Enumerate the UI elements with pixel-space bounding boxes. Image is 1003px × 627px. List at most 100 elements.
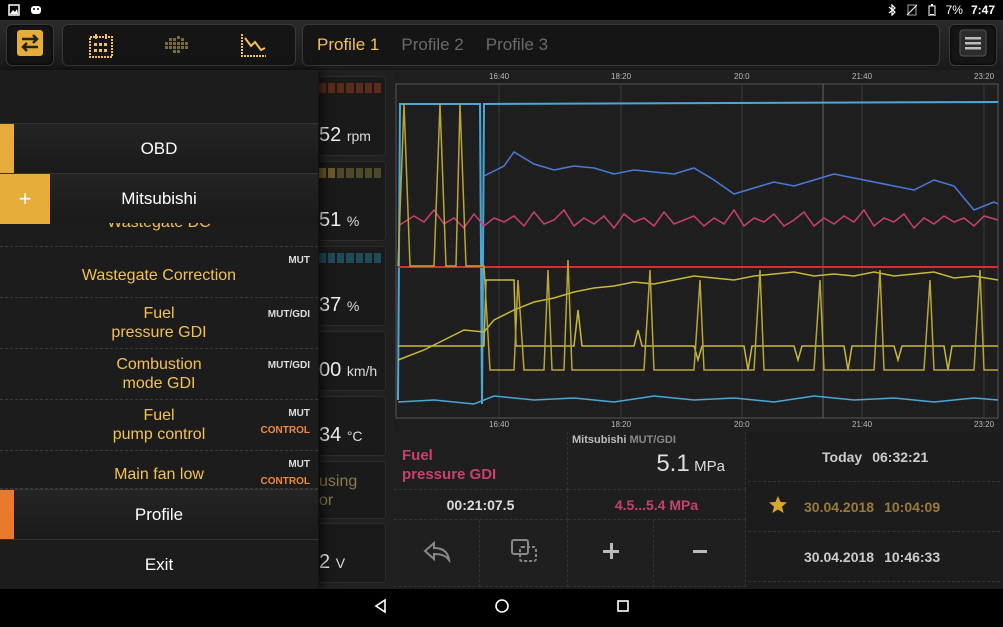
zoom-out-button[interactable] bbox=[654, 520, 746, 587]
plus-icon bbox=[601, 541, 621, 566]
gauge-unit: V bbox=[335, 555, 346, 571]
drawer-section-label: Mitsubishi bbox=[121, 188, 197, 208]
graph-panel[interactable]: 16:40 18:20 20:0 21:40 23:20 16:40 18:20… bbox=[394, 70, 1000, 432]
drawer-item-label: Wastegate DC bbox=[107, 223, 210, 232]
history-label: 30.04.2018 bbox=[804, 498, 875, 515]
tab-profile-3[interactable]: Profile 3 bbox=[485, 35, 549, 54]
top-tick-5: 23:20 bbox=[974, 72, 995, 81]
drawer-item-main-fan-low[interactable]: Main fan low MUT CONTROL bbox=[0, 451, 318, 489]
gauge-temp[interactable]: 34 °C bbox=[318, 396, 386, 456]
history-time: 10:46:33 bbox=[884, 548, 941, 565]
undo-button[interactable] bbox=[394, 520, 480, 587]
gauge-status-line1: using bbox=[319, 473, 358, 490]
gauge-percent-1[interactable]: 51 % bbox=[318, 161, 386, 241]
gauge-unit: % bbox=[346, 213, 360, 229]
drawer-item-label: Combustion bbox=[116, 356, 202, 373]
drawer-section-label: OBD bbox=[140, 138, 178, 158]
window-button[interactable] bbox=[480, 520, 568, 587]
drawer-section-profile[interactable]: Profile bbox=[0, 489, 318, 539]
bottom-tick-2: 18:20 bbox=[611, 420, 632, 429]
history-time: 06:32:21 bbox=[872, 448, 929, 465]
param-name-line1: Fuel bbox=[402, 447, 433, 464]
system-nav-bar bbox=[0, 589, 1003, 627]
gauge-voltage[interactable]: 2 V bbox=[318, 523, 386, 583]
tab-profile-1[interactable]: Profile 1 bbox=[317, 35, 380, 54]
bottom-tick-3: 20:0 bbox=[734, 420, 750, 429]
swap-icon bbox=[16, 29, 44, 62]
drawer-item-label-2: pressure GDI bbox=[111, 324, 207, 341]
gauge-value: 51 bbox=[319, 209, 342, 231]
drawer-item-wastegate-correction[interactable]: Wastegate Correction MUT bbox=[0, 247, 318, 298]
minus-icon bbox=[690, 541, 710, 566]
drawer-item-label: Fuel bbox=[143, 407, 175, 424]
drawer-item-label: Main fan low bbox=[114, 466, 204, 483]
menu-button[interactable] bbox=[949, 24, 997, 66]
back-icon[interactable] bbox=[373, 598, 389, 619]
drawer-item-wastegate-dc[interactable]: Wastegate DC bbox=[0, 223, 318, 247]
view-mode-group bbox=[62, 24, 296, 66]
drawer-section-mitsubishi[interactable]: + Mitsubishi bbox=[0, 173, 318, 224]
drawer-item-combustion-mode[interactable]: Combustion mode GDI MUT/GDI bbox=[0, 349, 318, 400]
profile-tabs: Profile 1 Profile 2 Profile 3 bbox=[302, 24, 940, 66]
param-name-line2: pressure GDI bbox=[402, 466, 497, 483]
gauge-status[interactable]: using or bbox=[318, 461, 386, 519]
menu-icon bbox=[959, 29, 987, 62]
gauge-value: 37 bbox=[319, 294, 342, 316]
gauge-unit: rpm bbox=[346, 128, 371, 144]
gauge-status-line2: or bbox=[319, 492, 334, 509]
home-icon[interactable] bbox=[494, 598, 510, 619]
drawer-item-exit[interactable]: Exit bbox=[0, 539, 318, 589]
drawer-item-tag: MUT bbox=[288, 255, 310, 266]
gauge-rpm[interactable]: 52 rpm bbox=[318, 76, 386, 156]
expand-button[interactable]: + bbox=[0, 174, 50, 224]
drawer-item-fuel-pressure[interactable]: Fuel pressure GDI MUT/GDI bbox=[0, 298, 318, 349]
grid-lines bbox=[498, 84, 985, 418]
drawer-section-label: Exit bbox=[144, 554, 174, 574]
history-row[interactable]: Today 06:32:21 bbox=[748, 432, 1000, 482]
series-cyan bbox=[397, 101, 999, 405]
tab-profile-2[interactable]: Profile 2 bbox=[401, 35, 464, 54]
gauge-value: 2 bbox=[319, 551, 331, 573]
gauge-value: 34 bbox=[319, 424, 342, 446]
clock: 7:47 bbox=[970, 3, 995, 17]
gauge-value: 00 bbox=[319, 359, 342, 381]
no-sim-icon bbox=[906, 4, 918, 16]
series-cyan-low bbox=[397, 395, 999, 405]
history-row[interactable]: 30.04.2018 10:04:09 bbox=[748, 482, 1000, 532]
recents-icon[interactable] bbox=[615, 598, 631, 619]
swap-button[interactable] bbox=[6, 24, 54, 66]
star-icon bbox=[768, 495, 788, 518]
duration: 00:21:07.5 bbox=[446, 496, 515, 513]
parameter-info-panel: Fuel pressure GDI Mitsubishi MUT/GDI 5.1… bbox=[394, 432, 746, 587]
zoom-in-button[interactable] bbox=[568, 520, 654, 587]
android-debug-icon bbox=[30, 4, 42, 16]
drawer-item-tag: MUT/GDI bbox=[267, 309, 310, 320]
history-row[interactable]: 30.04.2018 10:46:33 bbox=[748, 532, 1000, 582]
graph-svg bbox=[395, 83, 999, 419]
history-label: 30.04.2018 bbox=[804, 548, 875, 565]
gauge-value: 52 bbox=[319, 124, 342, 146]
image-icon bbox=[8, 4, 20, 16]
calendar-icon[interactable] bbox=[87, 32, 115, 65]
series-blue bbox=[483, 151, 999, 211]
plus-icon: + bbox=[18, 186, 32, 211]
gauge-bar bbox=[319, 253, 381, 263]
grid-icon[interactable] bbox=[163, 34, 193, 63]
drawer-section-obd[interactable]: OBD bbox=[0, 123, 318, 173]
gauge-percent-2[interactable]: 37 % bbox=[318, 246, 386, 326]
bottom-tick-5: 23:20 bbox=[974, 420, 995, 429]
gauge-unit: °C bbox=[346, 428, 363, 444]
series-pink bbox=[397, 208, 999, 230]
gauge-bar bbox=[319, 83, 381, 93]
gauge-speed[interactable]: 00 km/h bbox=[318, 331, 386, 391]
chart-icon[interactable] bbox=[239, 32, 269, 65]
top-tick-2: 18:20 bbox=[611, 72, 632, 81]
top-tick-4: 21:40 bbox=[852, 72, 873, 81]
drawer-section-label: Profile bbox=[134, 504, 184, 524]
gauge-unit: km/h bbox=[346, 363, 378, 379]
battery-percent: 7% bbox=[945, 3, 963, 17]
param-value-unit: MPa bbox=[694, 458, 725, 475]
drawer-item-fuel-pump-control[interactable]: Fuel pump control MUT CONTROL bbox=[0, 400, 318, 451]
history-label: Today bbox=[822, 448, 863, 465]
section-accent bbox=[0, 124, 14, 173]
